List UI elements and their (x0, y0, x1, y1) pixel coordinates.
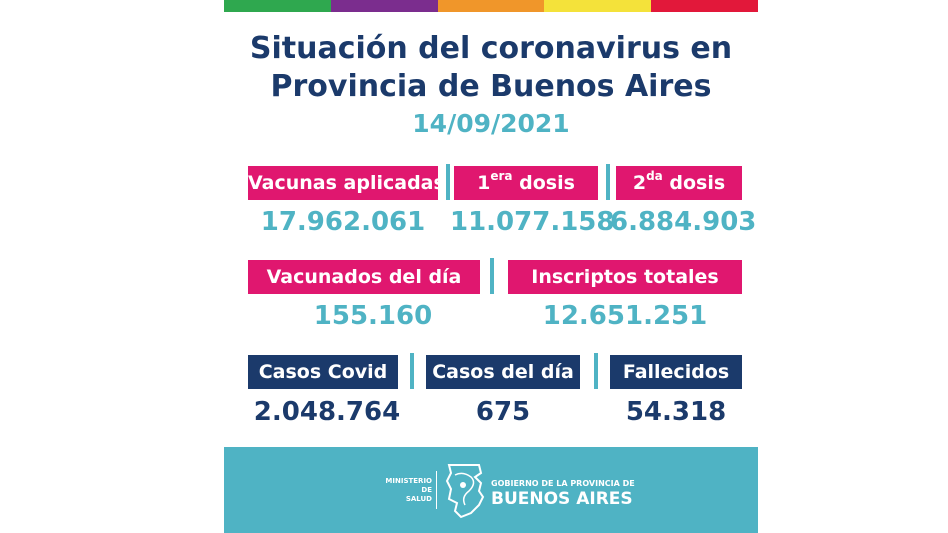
vaccines-applied-label: Vacunas aplicadas (248, 166, 445, 200)
daily-cases-value: 675 (475, 397, 531, 427)
vaccines-applied-value: 17.962.061 (260, 207, 426, 237)
first-dose-word: dosis (519, 172, 575, 194)
report-card: Situación del coronavirus en Provincia d… (224, 0, 758, 533)
second-dose-value: 6.884.903 (610, 207, 757, 237)
daily-cases-label: Casos del día (426, 355, 580, 389)
second-dose-number: 2 (632, 172, 647, 194)
footer-divider (436, 471, 437, 509)
government-line: GOBIERNO DE LA PROVINCIA DE (491, 479, 635, 488)
second-dose-label: 2da dosis (616, 166, 742, 200)
separator (606, 164, 610, 200)
vaccinated-today-label: Vacunados del día (248, 260, 480, 294)
separator (594, 353, 598, 389)
stripe-yellow (544, 0, 652, 12)
deaths-value: 54.318 (625, 397, 727, 427)
covid-cases-label: Casos Covid (248, 355, 398, 389)
first-dose-suffix: era (490, 168, 513, 183)
page-title-line2: Provincia de Buenos Aires (270, 69, 712, 104)
first-dose-number: 1 (477, 172, 491, 194)
vaccinated-today-value: 155.160 (313, 301, 433, 331)
stripe-orange (437, 0, 545, 12)
ministry-line2: SALUD (405, 495, 432, 503)
separator (446, 164, 450, 200)
separator (410, 353, 414, 389)
province-map-icon (445, 464, 485, 519)
total-registered-value: 12.651.251 (542, 301, 708, 331)
stripe-red (651, 0, 758, 12)
total-registered-label: Inscriptos totales (508, 260, 742, 294)
second-dose-word: dosis (669, 172, 726, 194)
first-dose-label: 1era dosis (454, 166, 598, 200)
footer-banner: MINISTERIO DE SALUD GOBIERNO DE LA PROVI… (224, 447, 758, 533)
ministry-line1: MINISTERIO DE (385, 477, 432, 494)
stripe-green (224, 0, 331, 12)
stripe-purple (330, 0, 438, 12)
covid-cases-value: 2.048.764 (253, 397, 401, 427)
separator (490, 258, 494, 294)
report-date: 14/09/2021 (412, 109, 570, 138)
deaths-label: Fallecidos (610, 355, 742, 389)
province-name: BUENOS AIRES (491, 489, 633, 509)
ministry-text: MINISTERIO DE SALUD (374, 477, 432, 504)
color-stripes (224, 0, 758, 12)
first-dose-value: 11.077.158 (450, 207, 615, 237)
second-dose-suffix: da (646, 168, 663, 183)
page-title-line1: Situación del coronavirus en (249, 31, 733, 66)
